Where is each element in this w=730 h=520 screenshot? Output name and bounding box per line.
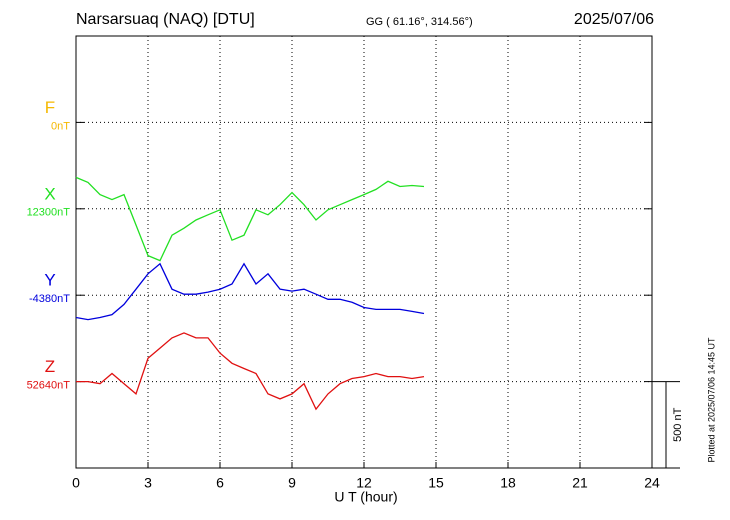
scale-bar-label: 500 nT [672, 407, 684, 442]
x-tick-label: 0 [72, 475, 80, 491]
x-tick-label: 6 [216, 475, 224, 491]
series-line [75, 176, 425, 262]
chart-date: 2025/07/06 [574, 11, 654, 28]
series-base-label: 52640nT [27, 380, 71, 392]
series-name: X [44, 184, 55, 203]
series-base-label: -4380nT [29, 293, 70, 305]
series-name: Z [45, 357, 55, 376]
series-name: F [45, 98, 55, 117]
x-tick-label: 21 [572, 475, 588, 491]
x-tick-label: 24 [644, 475, 660, 491]
series-base-label: 0nT [51, 120, 70, 132]
series-line [75, 262, 425, 321]
x-tick-label: 3 [144, 475, 152, 491]
x-tick-label: 12 [356, 475, 372, 491]
series-line [76, 332, 425, 411]
chart-subtitle: GG ( 61.16°, 314.56°) [366, 16, 473, 28]
x-tick-label: 18 [500, 475, 516, 491]
x-tick-label: 15 [428, 475, 444, 491]
x-axis-label: U T (hour) [334, 489, 397, 505]
series-name: Y [44, 271, 55, 290]
series-base-label: 12300nT [27, 207, 71, 219]
chart-title: Narsarsuaq (NAQ) [DTU] [76, 11, 255, 28]
x-tick-label: 9 [288, 475, 296, 491]
plot-note: Plotted at 2025/07/06 14:45 UT [706, 337, 716, 463]
